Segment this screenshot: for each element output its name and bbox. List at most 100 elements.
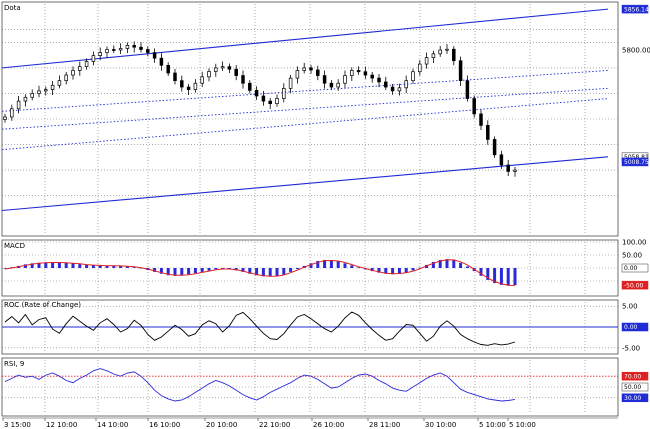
- macd-y-axis: 100.00 50.00 0.00 -50.00: [621, 239, 649, 290]
- macd-bar: [309, 263, 313, 268]
- candle: [37, 85, 41, 98]
- candle-body: [64, 74, 68, 82]
- macd-bar: [431, 262, 435, 268]
- macd-bar: [91, 265, 95, 268]
- time-tick-label: 20 10:00: [206, 421, 237, 429]
- candle-body: [173, 72, 177, 82]
- candle-body: [513, 169, 517, 172]
- macd-bar: [384, 268, 388, 274]
- macd-bar: [98, 265, 102, 268]
- rsi-panel: RSI, 9 70.00 50.00 30.00: [1, 357, 649, 417]
- rsi-tag-70-text: 70.00: [624, 373, 641, 380]
- candle-body: [424, 57, 429, 65]
- macd-bar: [268, 268, 272, 277]
- candle: [50, 81, 55, 95]
- time-tick-label: 22 10:00: [259, 421, 290, 429]
- macd-bar: [336, 261, 340, 268]
- candle: [152, 48, 157, 63]
- macd-bar: [159, 268, 163, 274]
- candle: [384, 76, 388, 91]
- macd-bar: [261, 268, 265, 277]
- candle-body: [431, 53, 436, 59]
- candle-body: [295, 70, 300, 79]
- macd-tag-zero-text: 0.00: [624, 265, 638, 272]
- candle: [295, 66, 300, 84]
- macd-bar: [180, 268, 184, 276]
- candle: [173, 68, 177, 85]
- candle-body: [3, 116, 7, 120]
- roc-tag-zero-text: 0.00: [624, 324, 638, 331]
- candle-body: [506, 164, 510, 172]
- candle-body: [302, 67, 306, 71]
- candle: [458, 56, 463, 87]
- macd-bar: [377, 268, 381, 273]
- rsi-tag-50-text: 50.00: [624, 384, 641, 391]
- macd-bar: [37, 262, 41, 268]
- rsi-tag-30-box: [621, 393, 649, 403]
- macd-bar: [452, 260, 456, 268]
- candle-body: [479, 113, 483, 126]
- candle-body: [241, 75, 245, 84]
- candle-body: [132, 45, 136, 48]
- candle: [193, 79, 198, 93]
- macd-bar: [64, 262, 68, 268]
- macd-bar: [418, 267, 422, 269]
- time-tick-label: 28 11:00: [369, 421, 400, 429]
- candle-body: [275, 98, 279, 105]
- rsi-grid: [2, 360, 618, 414]
- candle: [288, 75, 293, 93]
- macd-bar: [459, 262, 463, 268]
- candle-body: [44, 89, 48, 92]
- candle: [220, 61, 225, 71]
- candle: [499, 150, 504, 169]
- candle-body: [254, 90, 259, 97]
- candle: [159, 53, 164, 71]
- candle: [438, 45, 442, 57]
- time-tick-label: 16 10:00: [149, 421, 180, 429]
- macd-bar: [248, 268, 252, 274]
- candle-body: [37, 90, 41, 94]
- macd-bar: [153, 268, 157, 272]
- candle-body: [98, 52, 102, 56]
- time-tick-label: 14 10:00: [97, 421, 128, 429]
- candle: [275, 94, 279, 107]
- candle: [23, 94, 28, 107]
- macd-bar: [241, 268, 245, 272]
- candle-body: [112, 49, 116, 51]
- macd-bar: [438, 259, 442, 268]
- macd-bar: [295, 268, 299, 270]
- candle-body: [458, 60, 463, 82]
- candle-body: [322, 75, 327, 84]
- macd-bar: [119, 265, 123, 268]
- roc-y-axis: 5.00 0.00 -5.00: [621, 303, 649, 352]
- candle-body: [282, 87, 286, 99]
- rsi-y-axis: 70.00 50.00 30.00: [621, 371, 649, 403]
- candle: [356, 66, 361, 75]
- price-tick: 5800.00: [622, 47, 650, 55]
- candle-body: [220, 66, 225, 69]
- candle-body: [50, 84, 55, 90]
- candle-body: [200, 76, 204, 84]
- rsi-line: [4, 368, 516, 402]
- candle-body: [418, 63, 422, 73]
- candle: [91, 51, 96, 66]
- candle: [316, 65, 320, 81]
- macd-bar: [3, 268, 7, 269]
- candle: [146, 46, 150, 57]
- roc-panel: ROC (Rate of Change) 5.00 0.00 -5.00: [1, 299, 649, 355]
- macd-bar: [513, 268, 517, 286]
- candle-body: [139, 46, 143, 50]
- candle-body: [10, 108, 14, 118]
- candle: [411, 68, 415, 84]
- macd-bar: [200, 268, 204, 272]
- macd-bar: [479, 268, 483, 276]
- candle-body: [492, 139, 497, 156]
- candle: [472, 95, 476, 118]
- roc-tag-zero-box: [621, 322, 649, 332]
- candle: [3, 113, 7, 123]
- candle-body: [71, 70, 75, 76]
- candle-body: [23, 96, 28, 102]
- rsi-path: [4, 368, 516, 402]
- candle-body: [78, 66, 82, 71]
